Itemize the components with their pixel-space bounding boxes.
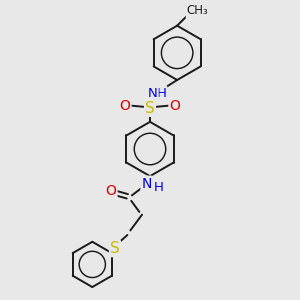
Text: O: O [106, 184, 116, 198]
Text: S: S [110, 241, 120, 256]
Text: N: N [141, 177, 152, 190]
Text: CH₃: CH₃ [187, 4, 208, 17]
Text: H: H [156, 86, 166, 100]
Text: N: N [148, 87, 158, 100]
Text: H: H [154, 181, 164, 194]
Text: O: O [169, 99, 180, 113]
Text: S: S [145, 101, 155, 116]
Text: O: O [120, 99, 130, 113]
